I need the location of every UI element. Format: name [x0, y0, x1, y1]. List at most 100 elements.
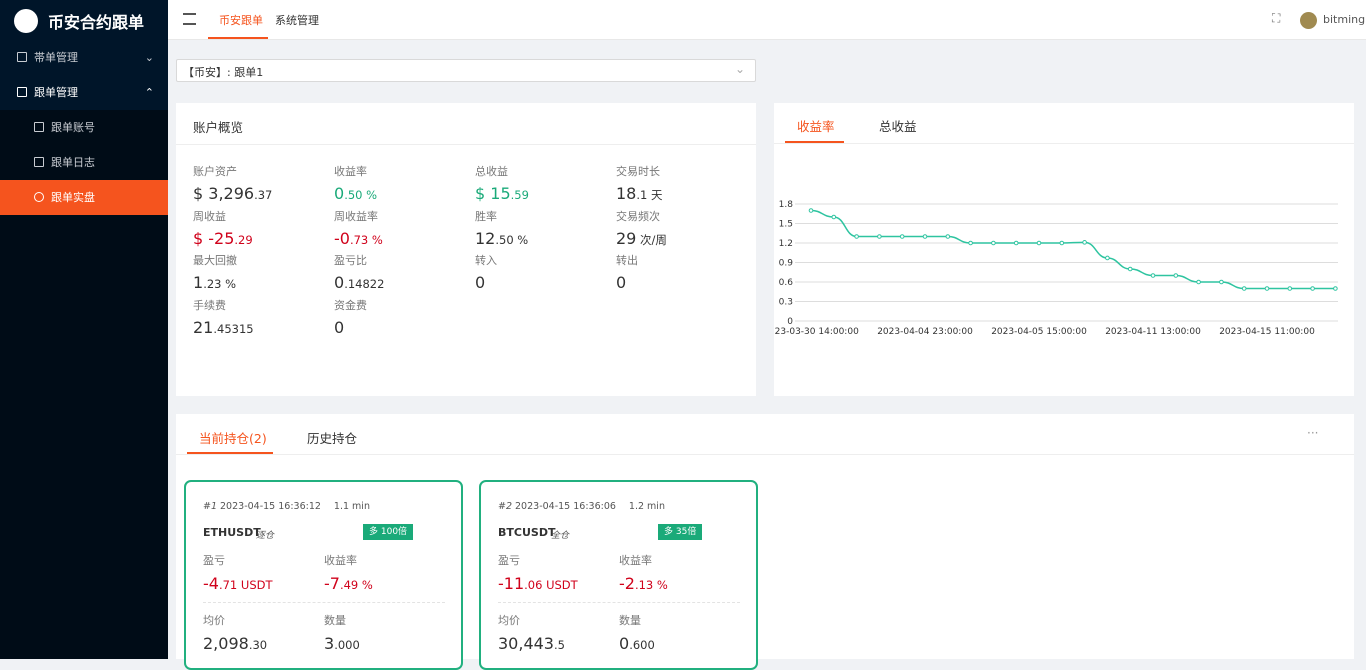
value-main: -2 [619, 574, 635, 593]
point [945, 234, 951, 239]
value-small: .71 USDT [218, 578, 273, 592]
value-main: 1 [193, 273, 204, 293]
y-tick-label: 1.2 [779, 239, 793, 249]
value-main: -11 [498, 574, 525, 593]
position-header: #1 2023-04-15 16:36:12 1.1 min [203, 501, 373, 512]
avatar[interactable] [1300, 12, 1317, 29]
stat-value: 0 [616, 273, 626, 292]
position-card: #1 2023-04-15 16:36:12 1.1 min ETHUSDT 逐仓 多 1… [184, 480, 463, 670]
stat-value: $ -25.29 [193, 229, 253, 248]
user-name[interactable]: bitming [1323, 13, 1366, 26]
stat-value: $ 15.59 [475, 184, 529, 203]
value-main: 30,443 [498, 634, 554, 653]
value-main: 0 [334, 273, 345, 293]
stat-value: -0.73 % [334, 229, 383, 248]
stat-label: 账户资产 [193, 165, 237, 178]
tab-underline [187, 452, 273, 454]
fullscreen-icon[interactable]: ⛶ [1272, 11, 1281, 25]
point [1196, 279, 1201, 285]
stat-value: $ 3,296.37 [193, 184, 272, 203]
point [1150, 273, 1156, 278]
overview-card: 账户概览 账户资产 $ 3,296.37 收益率 0.50 % 总收益 $ 15.59 交易… [176, 103, 756, 396]
menu-item[interactable]: 帯单管理 ⌄ [0, 40, 168, 75]
value-main: -7 [324, 574, 340, 593]
submenu-bg [0, 215, 168, 659]
field-label: 数量 [324, 614, 346, 627]
value-small: .50 % [344, 188, 378, 202]
point [1287, 286, 1293, 291]
stat-value: 2,098.30 [203, 634, 267, 653]
positions-card: 当前持仓(2) 历史持仓 ··· #1 2023-04-15 16:36:12 1.… [176, 414, 1354, 670]
stat-label: 交易时长 [616, 165, 660, 178]
value-small: .5 [553, 638, 565, 652]
y-tick-label: 1.8 [779, 200, 794, 210]
value-main: 18 [616, 184, 637, 203]
point [1127, 266, 1133, 272]
stat-value: 3.000 [324, 634, 360, 653]
value-main: 29 [616, 228, 637, 248]
point [899, 234, 905, 239]
margin-mode: 全仓 [551, 531, 570, 541]
point [1333, 286, 1338, 291]
positions-tab[interactable]: 当前持仓(2) [199, 431, 267, 446]
submenu-item[interactable]: 跟单日志 [0, 145, 168, 180]
card-title: 账户概览 [193, 120, 244, 135]
dashed-divider [203, 602, 445, 603]
chart-card: 收益率 总收益 0 0.3 0.6 0.9 1.2 1.5 1.8 2023-03-30 14… [774, 103, 1354, 396]
stat-value: 21.45315 [193, 318, 254, 337]
point [1036, 240, 1042, 246]
value-small: .45315 [213, 322, 254, 337]
collapse-icon[interactable] [183, 13, 196, 25]
field-label: 数量 [619, 614, 641, 627]
stat-value: 18.1 天 [616, 184, 663, 203]
header-tab[interactable]: 币安跟单 [219, 14, 263, 27]
chart-tab[interactable]: 收益率 [797, 119, 835, 134]
value-main: 3 [324, 634, 335, 653]
stat-value: 0.600 [619, 634, 655, 653]
y-tick-label: 0 [787, 317, 793, 327]
value-small: .73 % [349, 232, 383, 247]
value-main: $ -25 [193, 228, 235, 248]
divider [774, 143, 1354, 144]
point [922, 234, 928, 239]
header-tab[interactable]: 系统管理 [275, 14, 319, 27]
stat-value: 0 [334, 318, 344, 337]
stat-value: 30,443.5 [498, 634, 565, 653]
x-tick-label: 2023-04-05 15:00:00 [991, 327, 1087, 337]
value-small: .06 USDT [524, 578, 578, 592]
select[interactable]: 【币安】: 跟单1 ⌄ [176, 59, 756, 82]
select-arrow: ⌄ [734, 62, 745, 76]
stat-value: 0.50 % [334, 184, 377, 203]
stat-label: 转出 [616, 254, 638, 268]
stat-label: 总收益 [475, 165, 508, 178]
line-chart: 0 0.3 0.6 0.9 1.2 1.5 1.8 2023-03-30 14:00:00 20… [774, 200, 1338, 337]
menu-label: 跟单账号 [51, 121, 95, 134]
positions-tab[interactable]: 历史持仓 [307, 431, 358, 446]
y-tick-label: 0.6 [779, 278, 794, 288]
chart-tab[interactable]: 总收益 [879, 119, 917, 134]
stat-label: 手续费 [193, 299, 226, 313]
menu-item[interactable]: 跟单管理 ⌃ [0, 75, 168, 110]
point [1013, 240, 1019, 246]
point [1264, 286, 1270, 291]
value-main: 0 [616, 273, 627, 293]
badge: 多 35倍 [658, 524, 703, 540]
submenu-item[interactable]: 跟单实盘 [0, 180, 168, 215]
value-small: .000 [334, 638, 360, 652]
x-tick-label: 2023-04-15 11:00:00 [1219, 327, 1315, 337]
header-time: 2023-04-15 16:36:06 [515, 501, 616, 512]
value-main: 21 [193, 318, 214, 338]
point [1082, 240, 1087, 245]
stat-value: 12.50 % [475, 229, 528, 248]
point [854, 234, 859, 239]
submenu-item[interactable]: 跟单账号 [0, 110, 168, 145]
stat-value: -2.13 % [619, 574, 668, 593]
value-main: 0 [334, 184, 345, 203]
select-text: 【币安】: 跟单1 [183, 66, 264, 79]
value-main: 0 [475, 273, 486, 293]
more-button[interactable]: ··· [1307, 426, 1319, 440]
divider [176, 454, 1354, 455]
point [1310, 286, 1315, 291]
stat-value: 0.14822 [334, 273, 384, 292]
